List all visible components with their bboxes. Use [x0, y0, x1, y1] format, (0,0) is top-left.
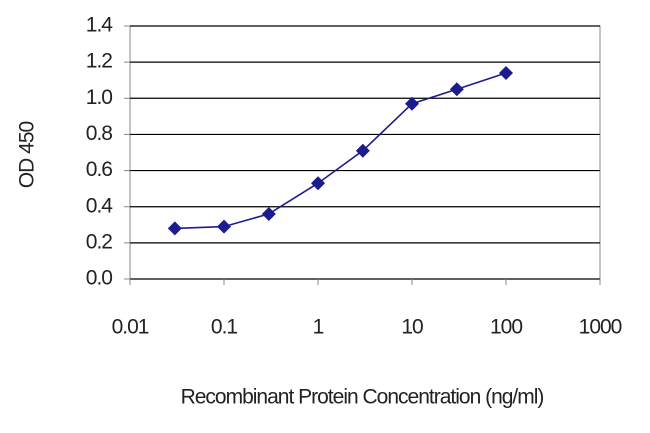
data-marker: [261, 206, 276, 221]
x-tick-label: 0.01: [112, 316, 149, 339]
y-tick-label: 0.4: [86, 194, 114, 217]
data-marker: [449, 82, 464, 97]
data-line: [174, 72, 507, 230]
y-tick-label: 1.2: [86, 50, 113, 73]
x-tick-label: 100: [490, 316, 522, 339]
x-tick-label: 10: [401, 316, 423, 339]
data-marker: [311, 176, 325, 191]
y-tick-label: 0.2: [86, 230, 113, 253]
data-marker: [217, 219, 231, 234]
y-tick-label: 0.6: [86, 158, 113, 181]
y-tick-label: 1.4: [86, 14, 114, 37]
y-tick-label: 1.0: [86, 86, 113, 109]
x-tick-label: 1000: [579, 316, 622, 339]
x-tick-label: 0.1: [211, 316, 238, 339]
data-marker: [355, 143, 370, 158]
data-marker: [167, 221, 182, 236]
y-tick-label: 0.8: [86, 122, 113, 145]
data-marker: [499, 65, 513, 80]
y-tick-label: 0.0: [86, 267, 113, 290]
y-axis-label: OD 450: [16, 121, 39, 188]
x-axis-label: Recombinant Protein Concentration (ng/ml…: [181, 386, 544, 409]
data-marker: [405, 96, 419, 111]
x-tick-label: 1: [313, 316, 324, 339]
